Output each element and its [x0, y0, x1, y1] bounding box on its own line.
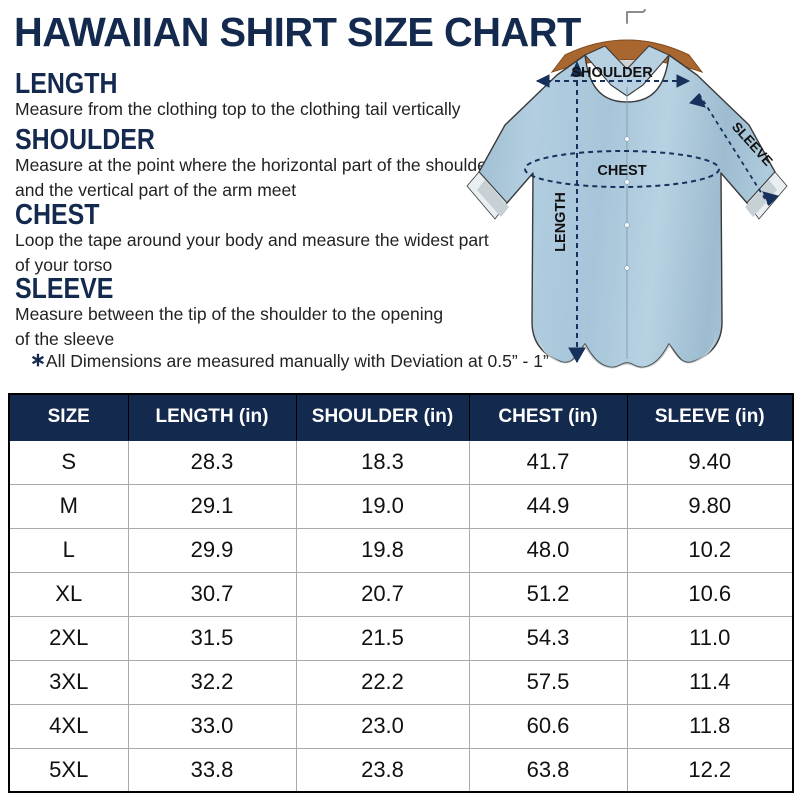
svg-text:LENGTH: LENGTH	[553, 192, 569, 252]
svg-text:CHEST: CHEST	[597, 163, 646, 179]
svg-text:SHOULDER: SHOULDER	[571, 65, 653, 81]
